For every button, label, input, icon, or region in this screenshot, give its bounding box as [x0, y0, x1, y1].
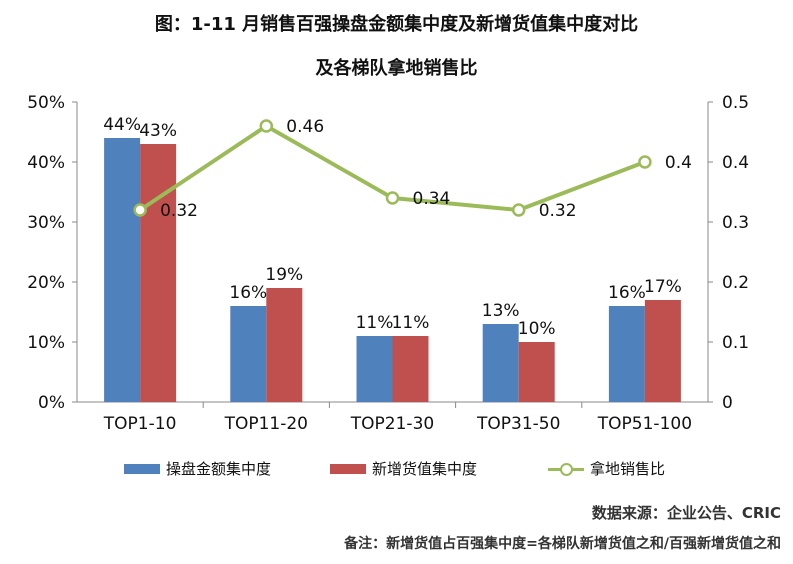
bar-label-s2: 17%	[644, 277, 682, 297]
legend-swatch-s2	[330, 463, 366, 474]
bar-label-s2: 11%	[392, 313, 430, 333]
legend: 操盘金额集中度 新增货值集中度 拿地销售比	[0, 458, 793, 482]
x-tick-label: TOP21-30	[350, 414, 434, 434]
line-point-2	[385, 191, 400, 205]
bar-label-s1: 44%	[103, 115, 141, 135]
y-left-tick-label: 50%	[27, 93, 65, 113]
legend-item-s3: 拿地销售比	[548, 458, 665, 479]
bar-label-s1: 13%	[482, 301, 520, 321]
bar-label-s1: 11%	[356, 313, 394, 333]
chart-subtitle: 及各梯队拿地销售比	[315, 58, 478, 79]
legend-swatch-s3	[548, 462, 584, 476]
bar-s2-0	[140, 144, 177, 402]
x-tick-label: TOP11-20	[224, 414, 308, 434]
y-left-tick-label: 10%	[27, 333, 65, 353]
bar-s2-3	[518, 342, 555, 402]
line-point-3	[511, 203, 526, 217]
y-left-tick-label: 20%	[27, 273, 65, 293]
bar-label-s1: 16%	[229, 283, 267, 303]
bar-label-s2: 43%	[139, 121, 177, 141]
line-label: 0.32	[539, 201, 577, 221]
y-left-tick-label: 0%	[38, 393, 65, 413]
chart-title: 图：1-11 月销售百强操盘金额集中度及新增货值集中度对比	[154, 14, 639, 35]
bar-s1-4	[608, 306, 645, 402]
source-text: 数据来源：企业公告、CRIC	[591, 504, 781, 522]
line-point-4	[638, 155, 652, 169]
legend-label-s2: 新增货值集中度	[372, 460, 478, 478]
legend-label-s1: 操盘金额集中度	[166, 460, 272, 478]
y-right-tick-label: 0.3	[722, 213, 749, 233]
bar-s1-1	[230, 306, 267, 402]
line-point-0	[133, 203, 147, 217]
x-tick-label: TOP1-10	[103, 414, 177, 434]
y-right-tick-label: 0.2	[722, 273, 749, 293]
legend-item-s1: 操盘金额集中度	[124, 458, 271, 479]
x-tick-label: TOP31-50	[476, 414, 560, 434]
line-label: 0.32	[160, 201, 198, 221]
line-label: 0.46	[286, 117, 324, 137]
chart-svg: 0% 10% 20% 30% 40% 50% 0 0.1 0.2 0.3 0.4 0.5 TOP1-10…	[27, 93, 749, 434]
legend-swatch-s1	[124, 463, 160, 474]
bar-label-s2: 10%	[518, 319, 556, 339]
line-label: 0.34	[413, 189, 451, 209]
line-label: 0.4	[665, 153, 692, 173]
bar-s2-4	[644, 300, 681, 402]
x-tick-label: TOP51-100	[597, 414, 692, 434]
y-right-tick-label: 0.5	[722, 93, 749, 113]
legend-item-s2: 新增货值集中度	[330, 458, 477, 479]
y-right-tick-label: 0.4	[722, 153, 749, 173]
bar-label-s1: 16%	[608, 283, 646, 303]
bar-label-s2: 19%	[265, 265, 303, 285]
bar-s1-0	[104, 138, 141, 402]
y-left-tick-label: 40%	[27, 153, 65, 173]
note-text: 备注：新增货值占百强集中度=各梯队新增货值之和/百强新增货值之和	[344, 536, 781, 552]
bar-s1-3	[482, 324, 519, 402]
bar-s1-2	[356, 336, 393, 402]
bar-s2-1	[266, 288, 303, 402]
bar-s2-2	[392, 336, 429, 402]
y-left-tick-label: 30%	[27, 213, 65, 233]
y-right-tick-label: 0	[722, 393, 733, 413]
y-right-tick-label: 0.1	[722, 333, 749, 353]
legend-label-s3: 拿地销售比	[590, 460, 666, 478]
line-point-1	[259, 119, 274, 133]
